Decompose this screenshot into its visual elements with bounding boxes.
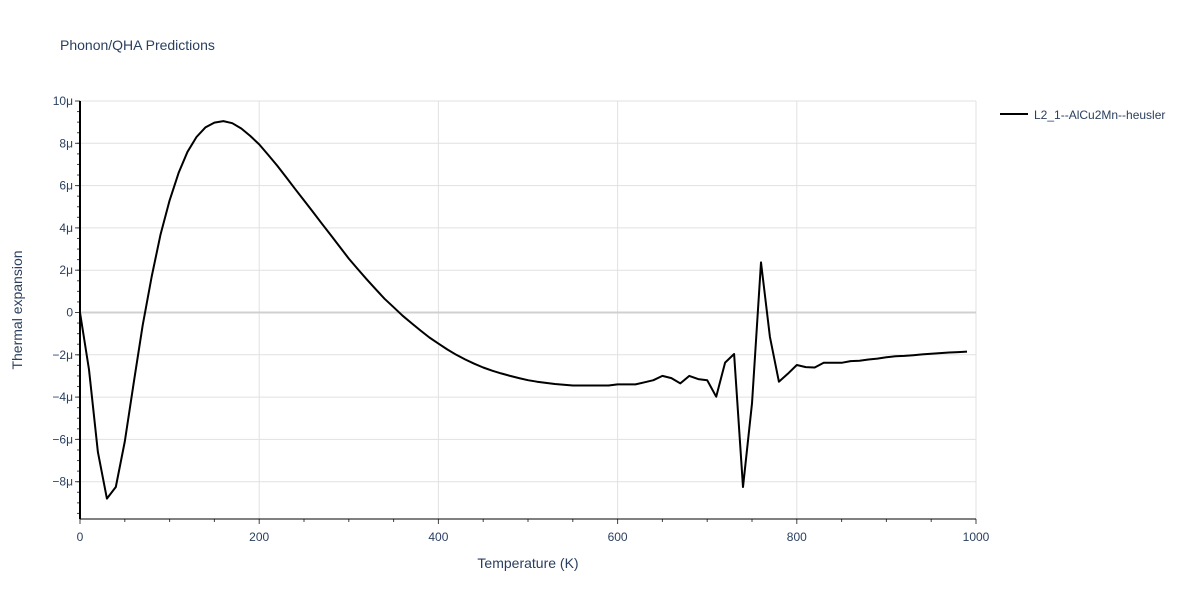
y-axis-label: Thermal expansion <box>9 250 25 369</box>
ticks: 0 200 400 600 800 1000 −8μ −6μ −4μ −2μ 0 2μ 4μ 6μ 8μ 10… <box>52 94 989 544</box>
y-tick-label: 0 <box>66 306 73 320</box>
y-tick-label: 6μ <box>59 179 73 193</box>
y-tick-label: −6μ <box>52 432 73 446</box>
y-tick-label: −8μ <box>52 475 73 489</box>
x-tick-label: 800 <box>787 530 807 544</box>
x-tick-label: 1000 <box>963 530 990 544</box>
x-tick-label: 600 <box>608 530 628 544</box>
x-tick-label: 0 <box>77 530 84 544</box>
series-line <box>79 120 968 500</box>
x-tick-label: 200 <box>249 530 269 544</box>
chart-title: Phonon/QHA Predictions <box>60 37 215 53</box>
legend-item-label: L2_1--AlCu2Mn--heusler <box>1034 108 1165 122</box>
y-tick-label: 8μ <box>59 136 73 150</box>
y-tick-label: 2μ <box>59 263 73 277</box>
x-tick-label: 400 <box>428 530 448 544</box>
x-axis-label: Temperature (K) <box>477 555 578 571</box>
y-tick-label: 4μ <box>59 221 73 235</box>
legend[interactable]: L2_1--AlCu2Mn--heusler <box>1000 108 1165 122</box>
y-tick-label: −4μ <box>52 390 73 404</box>
y-tick-label: 10μ <box>53 94 73 108</box>
grid <box>80 100 977 519</box>
y-tick-label: −2μ <box>52 348 73 362</box>
